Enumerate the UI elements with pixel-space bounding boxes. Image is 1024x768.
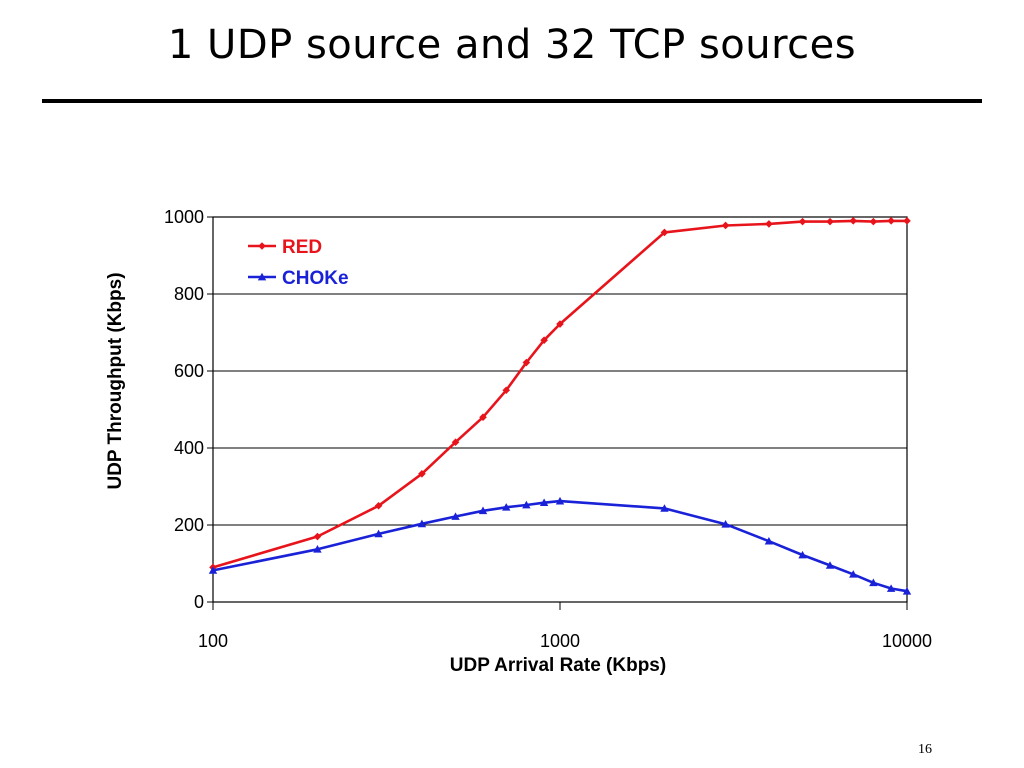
y-tick-label: 400 [174,438,204,458]
x-tick-label: 10000 [882,631,932,651]
gridlines [213,216,907,526]
x-tick-label: 100 [198,631,228,651]
data-point-choke [886,584,896,592]
data-point-red [418,469,426,478]
data-point-choke [825,561,835,569]
data-point-red [765,220,773,228]
legend-label-choke: CHOKe [282,268,349,289]
data-point-red [887,217,895,225]
y-tick-label: 0 [194,592,204,612]
data-point-choke [522,500,531,509]
title-underline [42,99,982,103]
x-tick-label: 1000 [540,631,580,651]
y-axis-title: UDP Throughput (Kbps) [105,272,126,489]
data-point-red [502,386,511,395]
legend: RED CHOKe [248,237,349,289]
tick-labels: 0 200 400 600 800 1000 100 1000 10000 [164,207,932,651]
y-tick-label: 600 [174,361,204,381]
data-point-choke [451,512,460,520]
data-point-red [849,217,858,225]
data-point-choke [539,498,549,507]
data-point-red [479,413,487,421]
data-point-red [869,217,878,226]
legend-marker-red [258,242,266,250]
data-point-red [721,221,730,230]
data-point-choke [502,503,511,511]
series [208,217,912,595]
axes [207,216,908,610]
y-tick-label: 800 [174,284,204,304]
data-point-red [522,358,531,367]
legend-marker-choke [257,272,267,281]
data-point-red [903,217,911,225]
data-point-choke [849,570,858,578]
data-point-choke [721,520,730,528]
data-point-choke [374,529,383,538]
y-tick-label: 1000 [164,207,204,227]
data-point-red [540,336,548,344]
data-point-choke [764,536,774,545]
data-point-choke [555,496,565,505]
data-point-red [826,217,834,226]
data-point-choke [660,504,669,512]
data-point-red [374,501,383,510]
x-axis-title: UDP Arrival Rate (Kbps) [450,655,666,676]
data-point-choke [869,578,878,587]
y-tick-label: 200 [174,515,204,535]
data-point-red [660,228,669,237]
data-point-choke [417,519,427,528]
data-point-red [451,438,460,447]
data-point-choke [208,566,218,574]
data-point-choke [798,550,807,559]
data-point-choke [313,545,322,553]
data-point-choke [902,587,912,595]
data-point-red [313,532,322,541]
slide-title: 1 UDP source and 32 TCP sources [167,22,857,68]
data-point-choke [478,506,488,515]
data-point-red [556,320,564,328]
legend-label-red: RED [282,237,322,258]
page-number: 16 [918,742,932,757]
data-point-red [798,217,807,226]
